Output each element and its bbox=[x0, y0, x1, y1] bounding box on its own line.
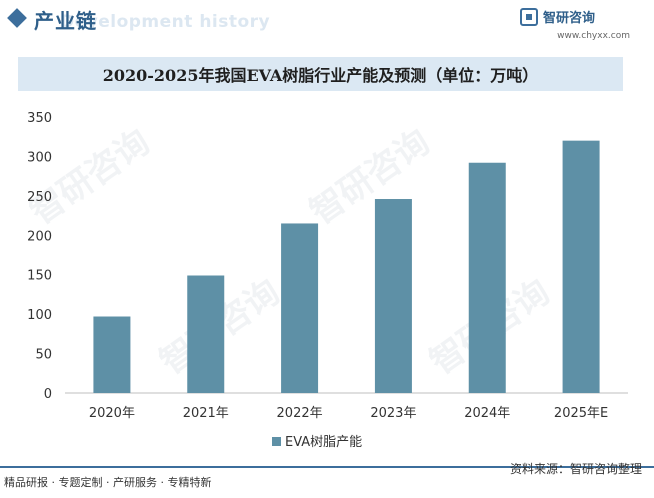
x-tick-label: 2025年E bbox=[554, 406, 608, 421]
x-tick-label: 2023年 bbox=[370, 406, 416, 421]
bar bbox=[562, 140, 600, 393]
y-tick-label: 300 bbox=[27, 150, 52, 165]
bar bbox=[374, 199, 412, 393]
bar bbox=[93, 316, 131, 393]
logo-url: www.chyxx.com bbox=[557, 31, 630, 41]
header: Development history 产业链 智研咨询 www.chyxx.c… bbox=[0, 0, 654, 46]
y-tick-label: 0 bbox=[44, 387, 52, 402]
chart-title: 2020-2025年我国EVA树脂行业产能及预测（单位：万吨） bbox=[102, 66, 539, 85]
footer-tagline: 精品研报 · 专题定制 · 产研服务 · 专精特新 bbox=[4, 476, 212, 489]
y-tick-label: 100 bbox=[27, 308, 52, 323]
bar bbox=[468, 162, 506, 393]
logo-mark-icon bbox=[520, 8, 538, 26]
x-tick-label: 2020年 bbox=[89, 406, 135, 421]
brand-logo: 智研咨询 www.chyxx.com bbox=[520, 7, 630, 43]
section-title: 产业链 bbox=[34, 9, 97, 33]
x-tick-label: 2024年 bbox=[464, 406, 510, 421]
footer-divider bbox=[0, 466, 654, 468]
source-note: 资料来源：智研咨询整理 bbox=[509, 462, 642, 476]
y-tick-label: 250 bbox=[27, 190, 52, 205]
bar bbox=[281, 223, 319, 393]
y-tick-label: 200 bbox=[27, 229, 52, 244]
ghost-subtitle: Development history bbox=[60, 12, 271, 32]
legend-label: EVA树脂产能 bbox=[285, 435, 362, 450]
chart-title-band: 2020-2025年我国EVA树脂行业产能及预测（单位：万吨） bbox=[18, 57, 623, 91]
x-tick-label: 2021年 bbox=[183, 406, 229, 421]
y-tick-label: 50 bbox=[35, 348, 52, 363]
legend-swatch bbox=[272, 437, 281, 446]
logo-name: 智研咨询 bbox=[543, 11, 596, 26]
bar bbox=[187, 275, 225, 393]
x-tick-label: 2022年 bbox=[277, 406, 323, 421]
y-tick-label: 150 bbox=[27, 269, 52, 284]
y-tick-label: 350 bbox=[27, 111, 52, 126]
